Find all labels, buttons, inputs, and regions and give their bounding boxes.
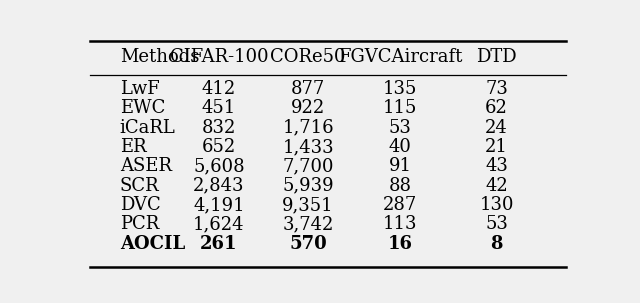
Text: 43: 43 — [485, 157, 508, 175]
Text: CORe50: CORe50 — [271, 48, 346, 66]
Text: 135: 135 — [383, 80, 417, 98]
Text: EWC: EWC — [120, 99, 165, 117]
Text: 412: 412 — [202, 80, 236, 98]
Text: 24: 24 — [485, 118, 508, 137]
Text: 4,191: 4,191 — [193, 196, 244, 214]
Text: 9,351: 9,351 — [282, 196, 334, 214]
Text: FGVCAircraft: FGVCAircraft — [338, 48, 462, 66]
Text: 652: 652 — [202, 138, 236, 156]
Text: 62: 62 — [485, 99, 508, 117]
Text: 130: 130 — [479, 196, 514, 214]
Text: iCaRL: iCaRL — [120, 118, 175, 137]
Text: DTD: DTD — [476, 48, 517, 66]
Text: 8: 8 — [490, 235, 503, 253]
Text: 877: 877 — [291, 80, 325, 98]
Text: 73: 73 — [485, 80, 508, 98]
Text: SCR: SCR — [120, 177, 159, 195]
Text: 40: 40 — [388, 138, 412, 156]
Text: 91: 91 — [388, 157, 412, 175]
Text: 1,716: 1,716 — [282, 118, 334, 137]
Text: 5,608: 5,608 — [193, 157, 244, 175]
Text: 832: 832 — [202, 118, 236, 137]
Text: 16: 16 — [387, 235, 412, 253]
Text: AOCIL: AOCIL — [120, 235, 185, 253]
Text: CIFAR-100: CIFAR-100 — [170, 48, 268, 66]
Text: 21: 21 — [485, 138, 508, 156]
Text: Methods: Methods — [120, 48, 199, 66]
Text: 113: 113 — [383, 215, 417, 233]
Text: 570: 570 — [289, 235, 327, 253]
Text: 88: 88 — [388, 177, 412, 195]
Text: 2,843: 2,843 — [193, 177, 244, 195]
Text: 451: 451 — [202, 99, 236, 117]
Text: LwF: LwF — [120, 80, 159, 98]
Text: DVC: DVC — [120, 196, 161, 214]
Text: 7,700: 7,700 — [282, 157, 334, 175]
Text: 922: 922 — [291, 99, 325, 117]
Text: 42: 42 — [485, 177, 508, 195]
Text: 261: 261 — [200, 235, 237, 253]
Text: 287: 287 — [383, 196, 417, 214]
Text: 5,939: 5,939 — [282, 177, 334, 195]
Text: 53: 53 — [388, 118, 412, 137]
Text: ASER: ASER — [120, 157, 172, 175]
Text: 1,433: 1,433 — [282, 138, 334, 156]
Text: 115: 115 — [383, 99, 417, 117]
Text: ER: ER — [120, 138, 147, 156]
Text: 1,624: 1,624 — [193, 215, 244, 233]
Text: 53: 53 — [485, 215, 508, 233]
Text: 3,742: 3,742 — [282, 215, 334, 233]
Text: PCR: PCR — [120, 215, 159, 233]
